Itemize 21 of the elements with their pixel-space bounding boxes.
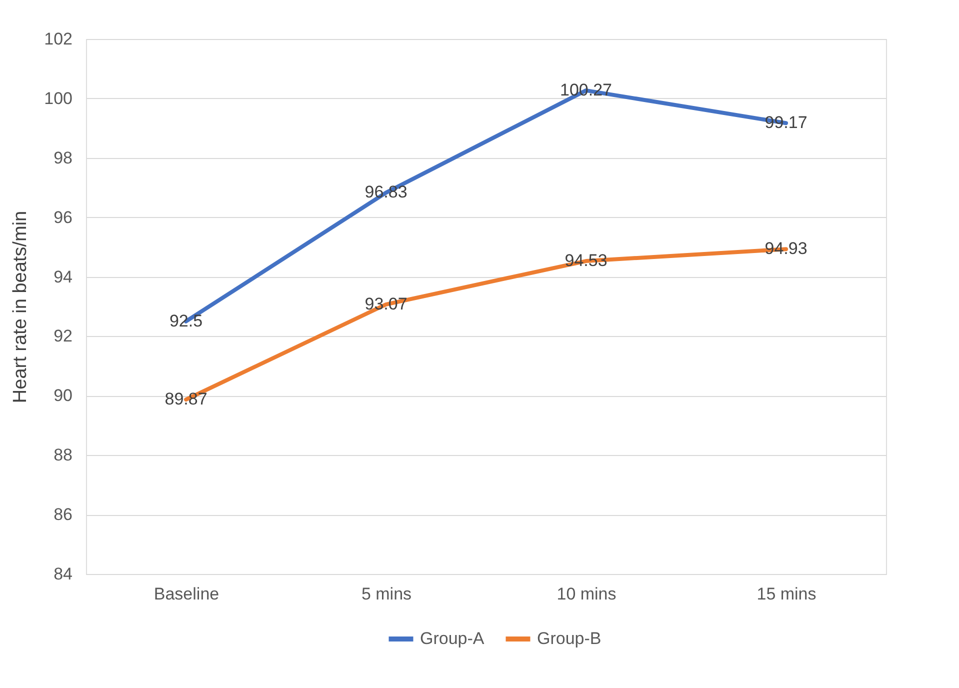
x-tick-label: 5 mins <box>361 584 412 604</box>
y-axis-title: Heart rate in beats/min <box>10 210 32 404</box>
y-tick-label: 96 <box>54 208 72 227</box>
y-tick-label: 98 <box>54 148 72 168</box>
x-tick-label: 15 mins <box>756 584 816 604</box>
y-tick-label: 92 <box>54 326 72 346</box>
legend-label: Group-A <box>420 629 485 648</box>
y-tick-label: 88 <box>54 446 72 465</box>
x-tick-label: 10 mins <box>556 584 616 604</box>
y-tick-label: 102 <box>44 30 72 48</box>
y-tick-label: 100 <box>44 88 72 108</box>
data-label: 92.5 <box>169 311 203 330</box>
y-tick-label: 86 <box>54 505 72 524</box>
y-tick-label: 84 <box>54 564 72 584</box>
data-label: 89.87 <box>164 390 208 409</box>
y-tick-label: 90 <box>54 386 72 406</box>
y-tick-label: 94 <box>54 267 72 286</box>
data-label: 99.17 <box>764 113 808 132</box>
legend-label: Group-B <box>537 629 602 648</box>
x-tick-label: Baseline <box>154 584 220 604</box>
data-label: 94.93 <box>764 239 808 258</box>
